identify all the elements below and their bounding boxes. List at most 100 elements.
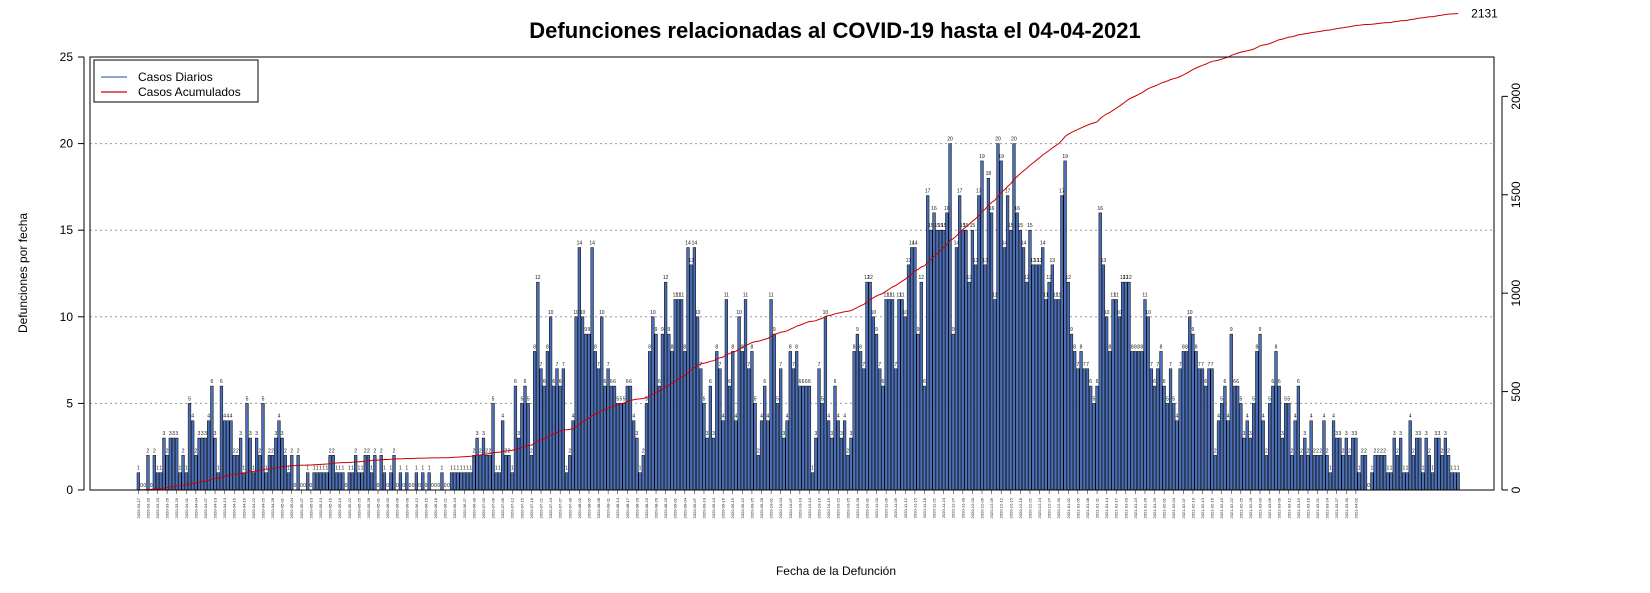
bar-value-label: 1 [466,466,469,472]
bar-value-label: 6 [834,379,837,385]
y-axis-left: 0 5 10 15 20 25 [60,50,85,497]
bar [670,351,674,491]
bar-value-label: 10 [1117,310,1123,316]
bar-value-label: 18 [986,171,992,177]
bar-value-label: 1 [495,466,498,472]
bar-value-label: 3 [1444,431,1447,437]
bar [600,316,604,491]
bar-value-label: 9 [1070,327,1073,333]
bar-value-label: 11 [890,292,895,298]
cumulative-end-label: 2131 [1471,7,1498,21]
bar-value-label: 1 [383,466,386,472]
bar [660,333,665,491]
x-tick-label: 2021-02-16 [1210,497,1215,518]
bar-value-label: 20 [947,137,953,143]
x-tick-label: 2021-02-10 [1190,497,1195,518]
bar [727,385,732,491]
bar [1018,229,1022,491]
bar-value-label: 1 [348,466,351,472]
bar-value-label: 6 [709,379,712,385]
bar [638,472,642,491]
bar [501,420,505,491]
x-tick-label: 2020-11-21 [932,497,937,518]
bar-value-label: 9 [1192,327,1195,333]
bar-value-label: 1 [1370,466,1373,472]
bar-value-label: 4 [786,414,789,420]
bar-value-label: 0 [425,483,428,489]
bar-value-label: 15 [941,223,947,229]
bar-value-label: 7 [1169,362,1172,368]
bar [1223,385,1227,491]
bar [1178,368,1182,491]
bar-value-label: 2 [1307,448,1310,454]
bar [683,351,687,491]
bar [1271,385,1275,491]
bar [267,455,271,491]
bar-value-label: 1 [405,466,408,472]
bar-value-label: 6 [802,379,805,385]
bar-value-label: 3 [201,431,204,437]
bar [804,385,808,491]
bar [469,472,473,491]
bar [1047,281,1051,491]
bar [1041,247,1045,491]
bar [1421,472,1425,491]
bar [261,403,265,491]
bar-value-label: 6 [1297,379,1300,385]
x-tick-label: 2020-06-06 [395,497,400,518]
bar [970,229,975,491]
bar [1108,351,1112,491]
bar-value-label: 3 [175,431,178,437]
bar-value-label: 14 [1002,241,1008,247]
x-tick-label: 2021-04-02 [1353,497,1358,518]
bar-value-label: 2 [846,448,849,454]
bar [929,229,933,491]
x-tick-label: 2020-03-20 [145,497,150,518]
bar [357,472,361,491]
bar-value-label: 1 [389,466,392,472]
bar [1258,333,1262,491]
bar-value-label: 4 [827,414,830,420]
bar [948,143,952,491]
cumulative-line [138,13,1459,491]
bar [884,299,888,491]
y-tick-label: 25 [60,50,74,64]
bar-value-label: 3 [1281,431,1284,437]
bar [577,247,581,491]
bar [680,299,684,491]
bar [1383,455,1387,491]
bar-value-label: 3 [712,431,715,437]
x-tick-label: 2021-01-23 [1133,497,1138,518]
bar-value-label: 13 [1101,258,1107,264]
bar-value-label: 4 [722,414,725,420]
bar [1312,455,1316,491]
x-tick-label: 2020-11-18 [922,497,927,518]
bar-value-label: 7 [1076,362,1079,368]
x-tick-label: 2021-03-12 [1286,497,1291,518]
bar-value-label: 7 [1156,362,1159,368]
x-tick-label: 2021-01-08 [1085,497,1090,518]
bar-value-label: 12 [1024,275,1030,281]
bar [1226,420,1230,491]
bar-value-label: 2 [380,448,383,454]
bar-value-label: 16 [944,206,950,212]
bar [989,212,994,491]
bar [740,351,744,491]
bar-value-label: 11 [887,292,892,298]
bar-value-label: 13 [906,258,912,264]
bar [766,420,770,491]
x-tick-label: 2020-08-26 [654,497,659,518]
bar [635,437,639,491]
x-tick-label: 2020-05-19 [337,497,342,518]
bar-value-label: 0 [431,483,434,489]
bar-value-label: 2 [182,448,185,454]
bar [903,316,907,491]
bar-value-label: 2 [194,448,197,454]
bar-value-label: 3 [1418,431,1421,437]
bar-value-label: 1 [1457,466,1460,472]
bar [1069,333,1074,491]
bar-value-label: 1 [357,466,360,472]
bar [229,420,233,491]
bar [648,351,652,491]
x-tick-label: 2020-06-12 [414,497,419,518]
